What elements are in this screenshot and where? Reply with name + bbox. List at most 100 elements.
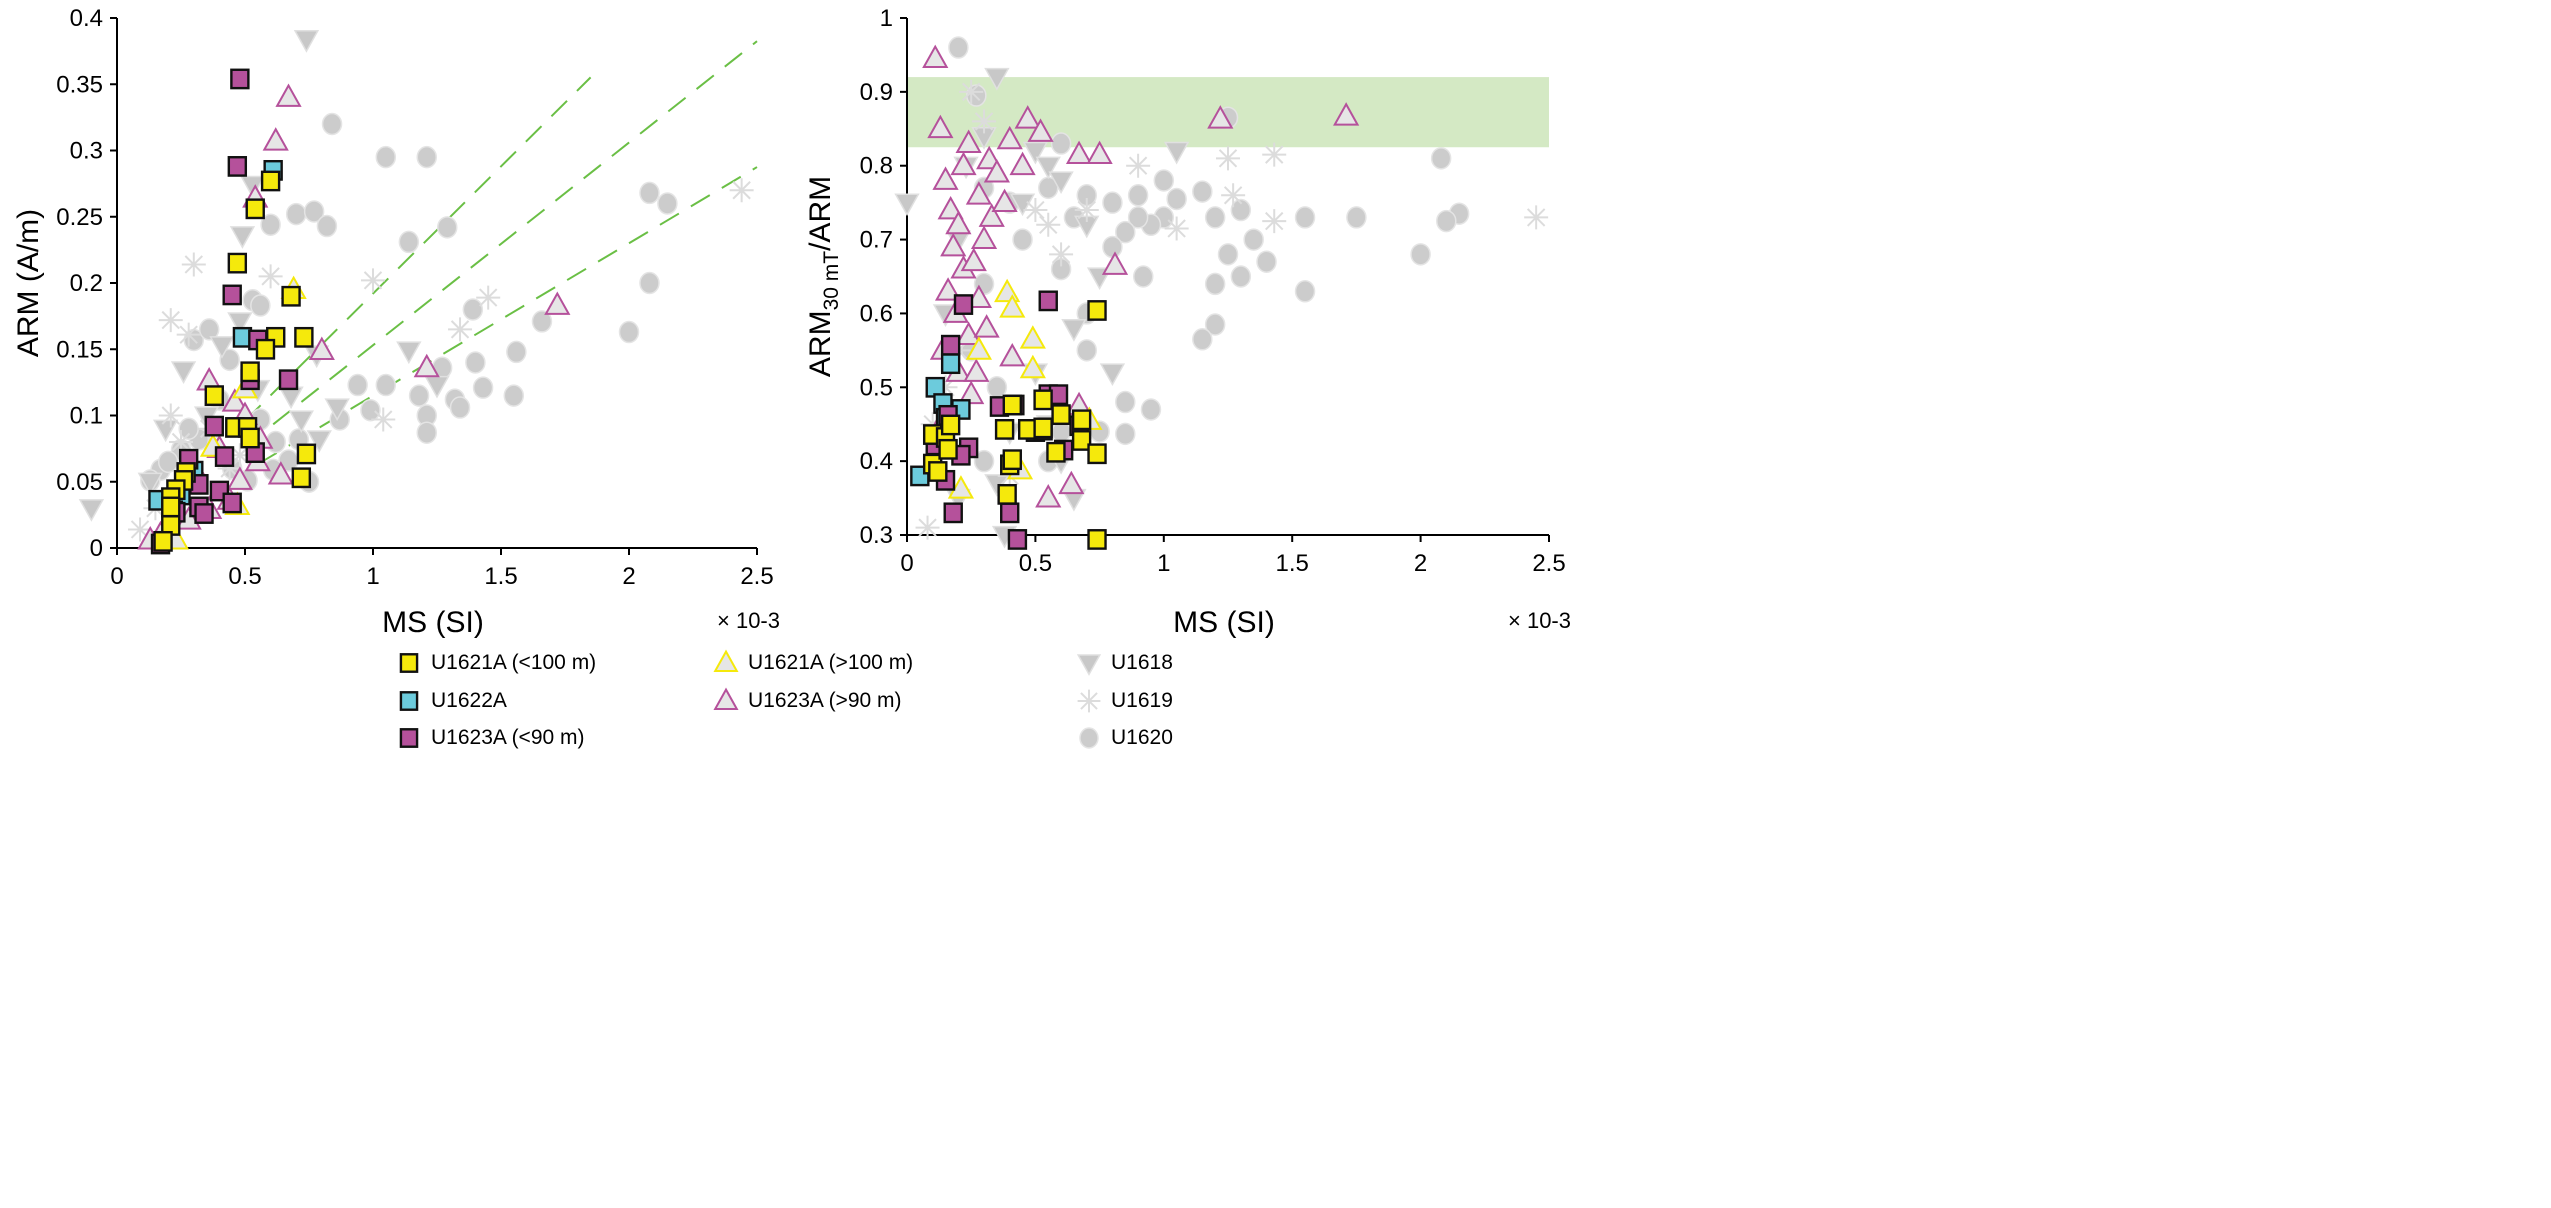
data-point [1410,243,1431,266]
y-tick-label: 0.25 [56,204,103,231]
data-point [408,384,430,407]
data-point [267,461,294,485]
legend-marker [713,687,739,710]
left-scatter-chart: 0 0.5 1 1.5 2 2.5 0 0.05 0.1 0.15 0.2 0.25 0.3 0.35 0.… [12,5,774,639]
data-point [1087,300,1107,321]
data-point [999,294,1026,318]
y-tick-label: 0.8 [860,153,893,180]
data-point [275,83,302,107]
square-marker-icon [399,691,419,711]
right-scatter-chart: 0 0.5 1 1.5 2 2.5 0.3 0.4 0.5 0.6 0.7 0.8 0.9 1 MS (SI… [804,5,1566,639]
data-point [1153,169,1175,192]
data-point [948,36,969,59]
data-point [296,443,317,465]
data-point [1192,180,1213,203]
data-point [984,67,1010,91]
legend-label: U1620 [1111,726,1173,749]
data-point [1046,441,1066,463]
legend-item: U1621A (>100 m) [712,649,913,677]
data-point [152,419,179,443]
data-point [194,503,214,524]
data-point [999,342,1026,367]
data-point [1009,193,1036,217]
x-tick-label: 1.5 [1276,550,1309,577]
data-point [1033,417,1053,439]
data-point [303,200,325,223]
data-point [1262,209,1287,234]
data-point [361,268,385,293]
data-point [1216,146,1240,171]
square-marker-icon [399,728,419,748]
legend-item: U1618 [1075,649,1173,677]
data-point [940,353,961,375]
data-point [928,461,948,482]
y-axis-label: ARM30 mT/ARM [804,176,843,377]
data-point [227,252,248,274]
data-point [915,515,940,540]
data-point [1230,198,1252,222]
data-point [958,380,985,405]
data-point [1027,118,1054,142]
y-tick-label: 0.2 [70,270,103,297]
x-tick-label: 2.5 [1532,550,1565,577]
data-point [1087,443,1107,465]
data-point [229,226,256,249]
data-point [894,193,920,217]
data-point [972,109,997,134]
y-tick-label: 0.5 [860,374,893,401]
data-point [1430,147,1452,170]
triangle-marker-icon [713,649,739,672]
data-point [278,386,304,410]
data-point [291,467,312,489]
data-point [217,456,242,481]
data-point [1099,363,1126,387]
data-point [396,341,422,365]
data-point [960,247,987,272]
y-tick-label: 0.4 [860,448,893,475]
legend-item: U1621A (<100 m) [395,649,596,677]
y-tick-label: 0.9 [860,79,893,106]
data-point [176,322,201,347]
data-point [1007,529,1028,550]
data-point [240,361,260,383]
data-point [1102,235,1123,259]
y-tick-label: 0.7 [860,227,893,254]
data-point [250,294,271,317]
data-point [947,475,975,499]
data-point [1019,354,1046,379]
x-tick-label: 1 [366,563,379,590]
data-point [398,230,420,254]
data-point [1230,265,1252,288]
data-point [937,195,964,220]
left-x-axis-multiplier: × 10-3 [717,608,780,633]
data-point [1192,328,1213,351]
data-point [1204,206,1226,229]
data-point [221,388,248,412]
data-point [1035,156,1061,180]
legend-marker [1079,727,1099,749]
data-point [255,338,276,360]
data-point [1243,228,1264,251]
y-tick-label: 0 [90,535,103,562]
data-point [227,156,248,177]
data-point [966,84,987,107]
data-point [1002,394,1022,416]
y-tick-label: 1 [880,5,893,32]
data-point [1002,449,1022,471]
legend-label: U1623A (<90 m) [431,726,585,749]
x-tick-label: 0 [900,550,913,577]
y-tick-label: 0.3 [860,522,893,549]
data-point [940,232,967,257]
data-point [245,198,265,220]
data-point [448,317,473,342]
data-point [294,326,314,348]
data-point [324,398,350,422]
data-point [1019,325,1046,349]
data-point [639,181,660,205]
data-point [1033,389,1053,411]
reference-dashed-line [244,40,758,448]
data-point [476,285,501,310]
data-point [1014,105,1041,129]
data-point [1115,422,1136,446]
